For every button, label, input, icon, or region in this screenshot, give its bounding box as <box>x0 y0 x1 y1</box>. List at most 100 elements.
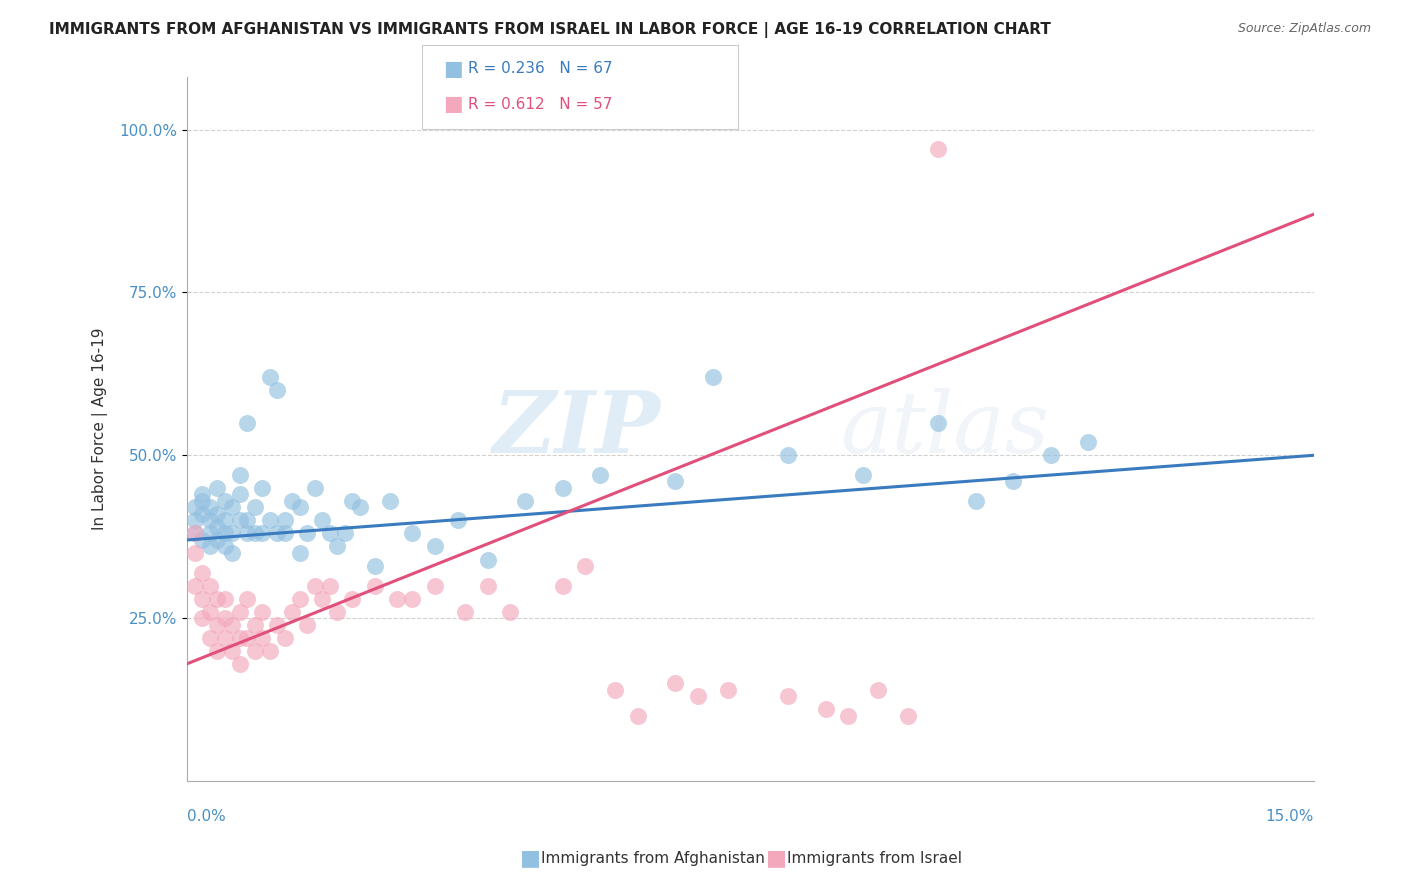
Point <box>423 540 446 554</box>
Point <box>281 605 304 619</box>
Point <box>252 526 274 541</box>
Point <box>229 631 252 645</box>
Point <box>852 467 875 482</box>
Point <box>205 533 228 547</box>
Point <box>868 682 890 697</box>
Point <box>927 416 949 430</box>
Point <box>288 591 311 606</box>
Point <box>1039 448 1062 462</box>
Point <box>259 513 281 527</box>
Point <box>214 494 236 508</box>
Point <box>274 631 297 645</box>
Point <box>221 500 243 515</box>
Point <box>1002 475 1025 489</box>
Point <box>319 526 342 541</box>
Point <box>664 475 686 489</box>
Point <box>304 578 326 592</box>
Point <box>191 507 214 521</box>
Point <box>259 644 281 658</box>
Point <box>477 578 499 592</box>
Point <box>266 383 288 397</box>
Point <box>205 507 228 521</box>
Point <box>333 526 356 541</box>
Point <box>183 526 205 541</box>
Point <box>221 617 243 632</box>
Text: atlas: atlas <box>841 388 1050 471</box>
Point <box>814 702 837 716</box>
Point <box>198 631 221 645</box>
Point <box>183 500 205 515</box>
Point <box>236 416 259 430</box>
Point <box>259 370 281 384</box>
Point <box>191 487 214 501</box>
Point <box>205 481 228 495</box>
Point <box>776 448 799 462</box>
Point <box>551 578 574 592</box>
Point <box>191 566 214 580</box>
Point <box>243 526 266 541</box>
Point <box>191 591 214 606</box>
Point <box>229 487 252 501</box>
Point <box>236 513 259 527</box>
Point <box>342 494 364 508</box>
Point <box>342 591 364 606</box>
Point <box>499 605 522 619</box>
Point <box>454 605 477 619</box>
Point <box>837 709 859 723</box>
Point <box>252 481 274 495</box>
Text: 0.0%: 0.0% <box>187 809 226 824</box>
Point <box>205 617 228 632</box>
Point <box>205 644 228 658</box>
Point <box>236 526 259 541</box>
Point <box>274 513 297 527</box>
Point <box>965 494 987 508</box>
Point <box>205 520 228 534</box>
Text: 15.0%: 15.0% <box>1265 809 1313 824</box>
Point <box>664 676 686 690</box>
Point <box>274 526 297 541</box>
Point <box>214 526 236 541</box>
Text: Immigrants from Afghanistan: Immigrants from Afghanistan <box>541 851 765 865</box>
Point <box>717 682 740 697</box>
Point <box>183 513 205 527</box>
Point <box>214 611 236 625</box>
Point <box>252 605 274 619</box>
Point <box>198 500 221 515</box>
Point <box>266 617 288 632</box>
Point <box>214 513 236 527</box>
Text: Source: ZipAtlas.com: Source: ZipAtlas.com <box>1237 22 1371 36</box>
Point <box>221 526 243 541</box>
Text: IMMIGRANTS FROM AFGHANISTAN VS IMMIGRANTS FROM ISRAEL IN LABOR FORCE | AGE 16-19: IMMIGRANTS FROM AFGHANISTAN VS IMMIGRANT… <box>49 22 1052 38</box>
Point <box>214 591 236 606</box>
Point <box>243 644 266 658</box>
Point <box>229 605 252 619</box>
Point <box>198 540 221 554</box>
Point <box>198 605 221 619</box>
Point <box>221 546 243 560</box>
Point <box>311 513 333 527</box>
Point <box>236 591 259 606</box>
Text: ■: ■ <box>766 848 787 868</box>
Text: R = 0.236   N = 67: R = 0.236 N = 67 <box>468 62 613 76</box>
Point <box>378 494 401 508</box>
Point <box>236 631 259 645</box>
Point <box>243 500 266 515</box>
Point <box>776 690 799 704</box>
Point <box>214 540 236 554</box>
Text: ■: ■ <box>520 848 541 868</box>
Point <box>574 559 596 574</box>
Point <box>319 578 342 592</box>
Point <box>349 500 371 515</box>
Point <box>198 578 221 592</box>
Point <box>183 526 205 541</box>
Point <box>243 617 266 632</box>
Point <box>401 591 423 606</box>
Point <box>221 644 243 658</box>
Point <box>326 605 349 619</box>
Point <box>191 611 214 625</box>
Point <box>205 591 228 606</box>
Point <box>214 631 236 645</box>
Point <box>229 513 252 527</box>
Text: ZIP: ZIP <box>492 387 661 471</box>
Point <box>198 526 221 541</box>
